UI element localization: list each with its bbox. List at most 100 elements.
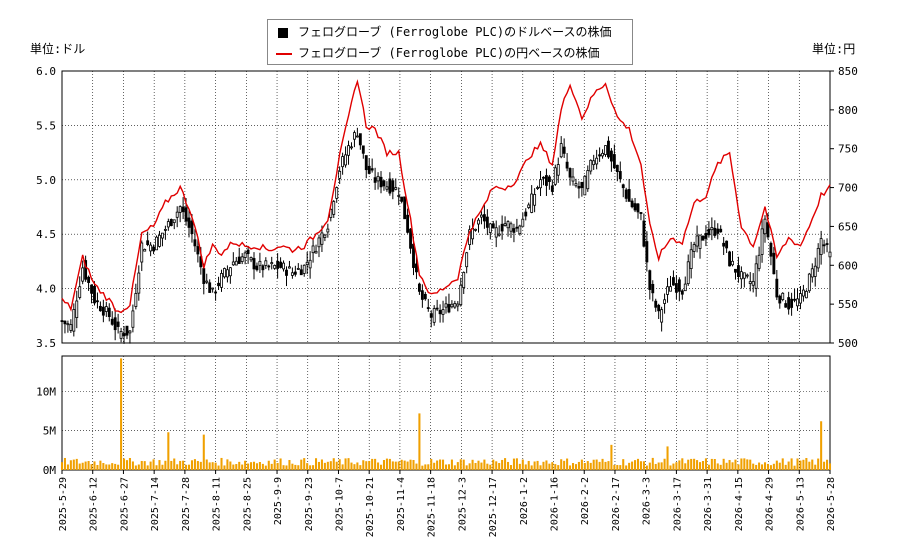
volume-bar [397,461,400,470]
candle-body [790,298,794,308]
volume-bar [388,458,391,470]
candle-body [335,187,339,199]
volume-bar [758,462,761,470]
candle-body [249,257,253,261]
volume-bar [722,458,725,470]
legend-item-jpy: フェログローブ (Ferroglobe PLC)の円ベースの株価 [276,43,600,63]
volume-bar [371,458,374,470]
volume-bar [769,465,772,470]
volume-bar [563,460,566,470]
candle-body [506,221,510,229]
candle-body [592,160,596,166]
volume-bar [465,465,468,470]
candle-body [482,214,486,222]
candle-body [211,287,215,290]
candle-body [689,249,693,269]
volume-bar [270,463,273,470]
volume-bar [143,461,146,470]
volume-bar [182,460,185,470]
candle-body [674,283,678,293]
candle-body [344,154,347,166]
candle-body [190,220,194,235]
candle-body [202,268,206,284]
candle-body [270,262,274,265]
volume-bar [102,463,105,470]
legend: フェログローブ (Ferroglobe PLC)のドルベースの株価 フェログロー… [267,19,633,65]
candle-body [75,300,79,318]
candle-body [296,268,300,270]
candle-body [550,185,554,192]
volume-bar [820,421,823,470]
candle-body [636,203,640,213]
candle-body [524,211,528,217]
candle-body [261,265,265,271]
candle-body [441,309,445,315]
volume-bar [663,458,666,470]
x-tick-label: 2026-5-28 [826,477,837,531]
volume-bar [362,460,365,470]
volume-bar [250,462,253,470]
volume-bar [486,463,489,470]
volume-bar [60,462,64,470]
volume-bar [447,464,450,470]
candle-body [438,310,442,315]
candle-body [350,146,353,149]
legend-jpy-label: フェログローブ (Ferroglobe PLC)の円ベースの株価 [298,46,600,60]
volume-bar [746,459,749,470]
volume-bar [137,464,140,470]
volume-bar [412,460,415,470]
volume-bar [382,460,385,470]
candle-body [293,271,297,275]
right-y-tick-label: 600 [838,259,858,272]
candle-body [131,310,135,328]
left-y-tick-label: 3.5 [36,337,56,350]
candle-body [87,276,91,283]
volume-bar [509,465,513,470]
candle-body [539,179,542,189]
candle-body [84,260,88,280]
candle-body [598,154,602,157]
volume-bar [365,461,368,470]
volume-bar [622,459,625,470]
left-unit-label: 単位:ドル [30,42,86,56]
volume-bar [533,461,536,470]
volume-bar [681,458,684,470]
candle-body [645,241,649,263]
candle-body [465,252,469,268]
volume-bar [300,459,303,470]
candle-body [96,300,99,303]
candle-body [231,261,235,266]
candle-body [60,320,64,322]
volume-bar [72,459,75,470]
candle-body [140,242,144,263]
candle-body [119,331,123,339]
volume-bar [123,458,126,470]
x-tick-label: 2025-11-18 [427,477,438,537]
volume-bar [111,463,114,470]
candle-body [663,299,667,304]
candle-body [725,240,729,249]
volume-bar [636,458,640,470]
candle-body [161,232,164,239]
volume-bar [297,465,300,470]
volume-bar [530,465,533,470]
right-y-tick-label: 800 [838,104,858,117]
candle-body [122,333,126,337]
candle-body [618,171,622,180]
volume-bar [117,464,120,470]
candle-body [787,297,791,310]
volume-bar [155,465,158,470]
candle-body [562,146,566,154]
volume-bar [385,458,388,470]
candle-body [267,265,271,268]
left-y-tick-label: 5.5 [36,119,56,132]
volume-bar [347,458,350,470]
candle-body [565,161,569,169]
volume-bar [693,458,696,470]
candle-body [494,227,498,238]
x-tick-label: 2025-9-23 [304,477,315,531]
volume-bar [261,463,264,470]
volume-bar [303,458,306,470]
volume-bar [515,458,518,470]
x-tick-label: 2025-7-28 [181,477,192,531]
